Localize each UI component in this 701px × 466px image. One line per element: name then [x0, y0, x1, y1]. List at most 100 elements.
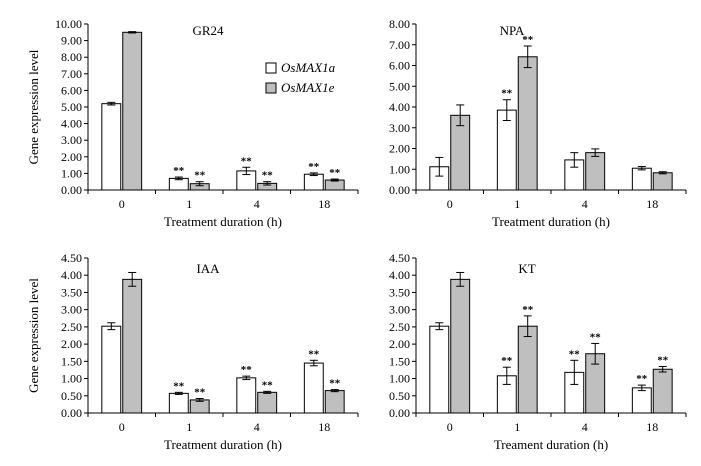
- significance-label: **: [590, 331, 602, 343]
- x-axis-label: Treatment duration (h): [492, 214, 610, 229]
- bar-osmax1e: [585, 152, 606, 191]
- y-tick-label: 0.00: [389, 183, 410, 197]
- y-tick-label: 3.00: [61, 133, 82, 147]
- y-tick-label: 0.50: [61, 389, 82, 403]
- chart-panel-kt: 0.00 0.50 1.00 1.50 2.00 2.50 3.00 3.50 4.00 4.50…: [389, 251, 687, 452]
- bar-osmax1e: [257, 391, 278, 414]
- y-tick-label: 2.00: [61, 337, 82, 351]
- y-tick-label: 3.00: [389, 303, 410, 317]
- bar-osmax1a: [101, 103, 122, 191]
- significance-label: **: [241, 364, 253, 376]
- y-tick-label: 5.00: [61, 100, 82, 114]
- x-tick-label: 18: [646, 197, 658, 211]
- bar-osmax1a: [631, 167, 652, 191]
- y-tick-label: 2.00: [389, 142, 410, 156]
- y-tick-label: 7.00: [389, 38, 410, 52]
- chart-title: NPA: [500, 23, 525, 38]
- x-tick-label: 4: [582, 197, 588, 211]
- x-tick-label: 1: [186, 420, 192, 434]
- legend-label: OsMAX1a: [281, 60, 336, 75]
- significance-label: **: [569, 348, 581, 360]
- y-tick-label: 0.50: [389, 389, 410, 403]
- bar-osmax1e: [324, 390, 345, 414]
- y-tick-label: 5.00: [389, 79, 410, 93]
- x-tick-label: 1: [514, 420, 520, 434]
- chart-title: IAA: [196, 261, 220, 276]
- y-tick-label: 4.00: [389, 100, 410, 114]
- significance-label: **: [262, 170, 274, 182]
- y-tick-label: 2.00: [389, 337, 410, 351]
- y-axis-label: Gene expression level: [26, 49, 41, 164]
- bar-osmax1e: [122, 278, 143, 414]
- y-tick-label: 4.00: [61, 268, 82, 282]
- significance-label: **: [501, 355, 513, 367]
- y-tick-label: 8.00: [61, 50, 82, 64]
- significance-label: **: [194, 170, 206, 182]
- x-tick-label: 1: [186, 197, 192, 211]
- legend: OsMAX1a OsMAX1e: [265, 60, 336, 95]
- y-tick-label: 4.00: [61, 117, 82, 131]
- y-tick-label: 1.50: [61, 354, 82, 368]
- y-tick-label: 1.50: [389, 354, 410, 368]
- y-tick-label: 9.00: [61, 34, 82, 48]
- significance-label: **: [522, 34, 534, 46]
- y-tick-label: 7.00: [61, 67, 82, 81]
- chart-title: KT: [518, 261, 535, 276]
- bar-osmax1e: [450, 114, 471, 191]
- x-tick-label: 4: [582, 420, 588, 434]
- y-tick-label: 3.50: [61, 285, 82, 299]
- bar-osmax1a: [631, 387, 652, 414]
- y-tick-label: 4.50: [61, 251, 82, 265]
- y-tick-label: 2.00: [61, 150, 82, 164]
- significance-label: **: [308, 161, 320, 173]
- x-tick-label: 4: [254, 420, 260, 434]
- bar-osmax1e: [450, 278, 471, 414]
- x-tick-label: 1: [514, 197, 520, 211]
- y-tick-label: 3.00: [61, 303, 82, 317]
- x-tick-label: 0: [119, 420, 125, 434]
- bar-osmax1e: [517, 56, 538, 191]
- bar-osmax1a: [236, 377, 257, 414]
- bar-osmax1a: [496, 109, 517, 191]
- y-tick-label: 1.00: [389, 162, 410, 176]
- significance-label: **: [329, 167, 341, 179]
- significance-label: **: [329, 378, 341, 390]
- bar-osmax1a: [429, 325, 450, 414]
- y-tick-label: 3.00: [389, 121, 410, 135]
- x-tick-label: 0: [119, 197, 125, 211]
- significance-label: **: [657, 355, 669, 367]
- significance-label: **: [636, 373, 648, 385]
- x-tick-label: 0: [447, 197, 453, 211]
- y-tick-label: 2.50: [389, 320, 410, 334]
- significance-label: **: [501, 88, 513, 100]
- y-tick-label: 0.00: [61, 406, 82, 420]
- y-tick-label: 1.00: [61, 372, 82, 386]
- y-tick-label: 3.50: [389, 285, 410, 299]
- x-axis-label: Treatment duration (h): [164, 437, 282, 452]
- bar-osmax1e: [652, 172, 673, 191]
- bar-osmax1a: [303, 362, 324, 414]
- x-tick-label: 4: [254, 197, 260, 211]
- y-tick-label: 1.00: [61, 166, 82, 180]
- significance-label: **: [173, 380, 185, 392]
- x-axis-label: Treament duration (h): [494, 437, 608, 452]
- y-tick-label: 2.50: [61, 320, 82, 334]
- y-tick-label: 0.00: [389, 406, 410, 420]
- bar-osmax1e: [189, 399, 210, 414]
- chart-panel-gr24: 0.00 1.00 2.00 3.00 4.00 5.00 6.00 7.00 8.00 9.00…: [26, 17, 359, 229]
- significance-label: **: [194, 387, 206, 399]
- bar-osmax1e: [122, 31, 143, 191]
- y-tick-label: 0.00: [61, 183, 82, 197]
- bar-osmax1e: [517, 325, 538, 414]
- y-axis-label: Gene expression level: [26, 278, 41, 393]
- legend-swatch: [265, 62, 277, 74]
- chart-panel-iaa: 0.00 0.50 1.00 1.50 2.00 2.50 3.00 3.50 4.00 4.50…: [26, 251, 359, 452]
- x-tick-label: 18: [646, 420, 658, 434]
- y-tick-label: 6.00: [389, 59, 410, 73]
- significance-label: **: [262, 379, 274, 391]
- y-tick-label: 4.50: [389, 251, 410, 265]
- x-tick-label: 0: [447, 420, 453, 434]
- legend-swatch: [265, 82, 277, 94]
- y-tick-label: 1.00: [389, 372, 410, 386]
- y-tick-label: 10.00: [55, 17, 82, 31]
